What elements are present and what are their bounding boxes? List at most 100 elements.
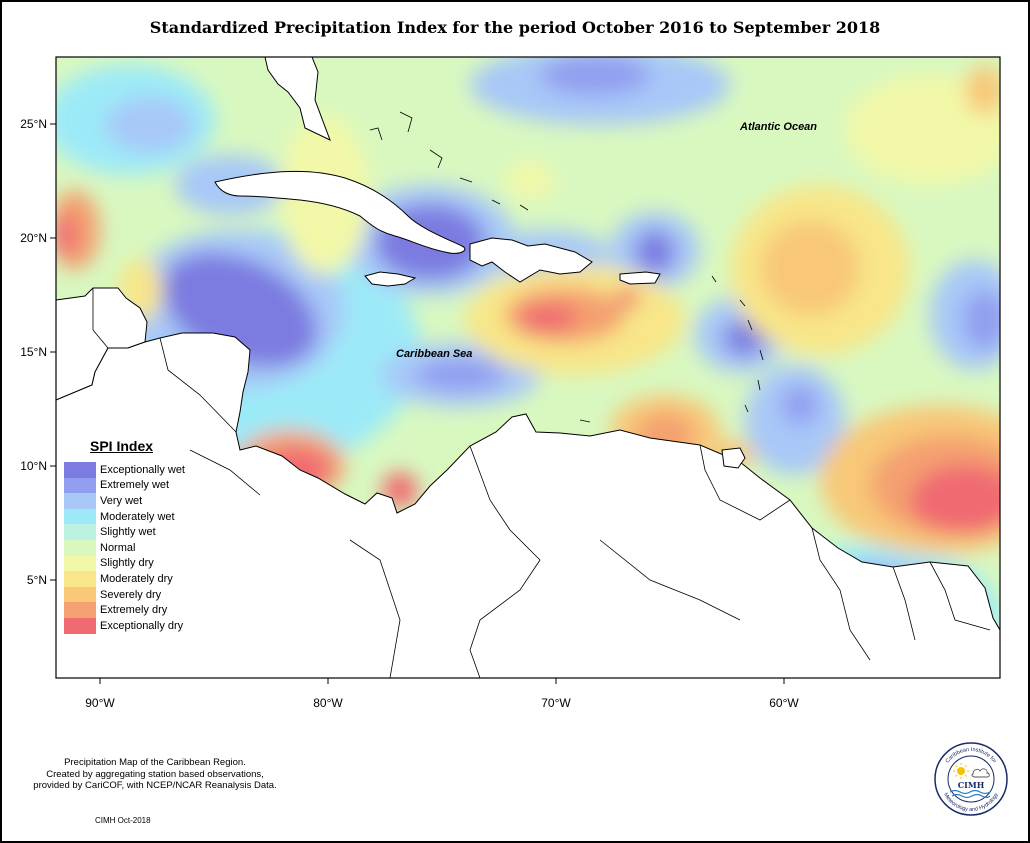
legend-item: Very wet [64,493,214,509]
dry-zone-bahamas [505,160,555,200]
wave-icon [949,789,991,795]
dry-zone-southeast-atlantic-core [910,465,1000,535]
legend-title: SPI Index [90,438,154,454]
wet-zone-gulf-core [105,97,195,153]
legend-label: Moderately wet [100,510,175,523]
legend-swatch [64,539,96,556]
island-anguilla [711,275,717,283]
land-puerto-rico [619,271,661,285]
caribbean-sea-label: Caribbean Sea [396,348,472,360]
legend-swatch [64,571,96,587]
legend-swatch [64,586,96,603]
caption-line: Created by aggregating station based obs… [46,768,264,780]
border-venezuela-guyana [699,444,791,521]
legend-item: Exceptionally wet [64,462,214,478]
wet-zone-windward-islands-core [782,385,818,425]
border-mexico-guatemala [92,288,109,349]
legend-item: Slightly dry [64,555,214,572]
legend-swatch [64,617,96,634]
legend-label: Exceptionally wet [100,463,185,476]
legend-label: Very wet [100,494,143,507]
island-bahamas-3 [429,149,443,169]
sun-rays-icon [953,763,969,779]
legend-item: Moderately wet [64,508,214,525]
legend-label: Exceptionally dry [100,619,184,632]
lat-label-25: 25°N [20,117,47,131]
island-bahamas-2 [399,111,413,133]
island-bahamas-4 [459,177,473,183]
border-suriname-guiana [892,566,916,641]
legend-label: Normal [100,541,136,554]
legend-swatch [64,524,96,540]
wet-zone-east-atlantic-core [963,290,1000,350]
atlantic-ocean-label: Atlantic Ocean [739,121,817,133]
sun-icon [957,767,965,775]
axis-ticks [50,123,785,684]
legend-item: Extremely wet [64,477,214,494]
land-central-south-america [56,332,1000,678]
map-caption: Precipitation Map of the Caribbean Regio… [10,757,300,792]
dry-zone-northeast-atlantic-core [965,65,1000,115]
island-guadeloupe [747,319,753,331]
border-honduras-nicaragua [159,337,237,433]
wet-zone-north-atlantic-core [540,57,650,95]
longitude-labels: 90°W 80°W 70°W 60°W [85,696,799,710]
map-border [55,56,1001,679]
spi-legend: SPI Index Exceptionally wet Extremely we… [64,438,214,634]
cloud-icon [971,768,990,778]
border-guiana-brazil [929,561,991,631]
legend-item: Normal [64,539,214,556]
lat-label-10: 10°N [20,459,47,473]
caption-line: Precipitation Map of the Caribbean Regio… [64,757,246,768]
wet-zone-central-caribbean-core [415,359,505,391]
border-colombia-venezuela [469,445,541,678]
island-antigua [739,299,746,307]
border-colombia-pacific [349,539,401,678]
land-cuba [214,170,466,254]
island-st-lucia [757,379,761,391]
lat-label-15: 15°N [20,345,47,359]
lon-label-60: 60°W [769,696,799,710]
lat-label-20: 20°N [20,231,47,245]
legend-item: Extremely dry [64,602,214,618]
cimh-logo: Caribbean Institute for Meteorology and … [934,742,1008,816]
logo-text: CIMH [958,780,985,790]
legend-label: Severely dry [100,588,162,601]
island-turks-caicos [491,199,501,205]
lat-label-5: 5°N [27,573,47,587]
legend-swatch [64,462,96,478]
legend-swatch [64,602,96,618]
border-central-america [189,449,261,496]
borders [92,288,991,678]
legend-item: Severely dry [64,586,214,603]
island-bahamas-1 [369,127,383,141]
border-guyana-suriname [811,527,871,661]
dry-zone-central-atlantic-core [760,220,860,316]
land-trinidad [721,447,746,469]
legend-label: Extremely wet [100,479,170,492]
lon-label-80: 80°W [313,696,343,710]
legend-item: Exceptionally dry [64,617,214,634]
islands [369,111,764,423]
island-turks-caicos-2 [519,204,529,211]
land [56,57,1000,678]
legend-swatch [64,508,96,525]
legend-swatch [64,493,96,509]
legend-label: Slightly wet [100,526,156,539]
legend-label: Extremely dry [100,604,168,617]
lon-label-90: 90°W [85,696,115,710]
legend-swatch [64,477,96,494]
wet-zone-puerto-rico-core [635,230,675,274]
land-hispaniola [469,237,593,283]
dry-zone-south-hispaniola-core [518,304,578,332]
legend-label: Slightly dry [100,557,154,570]
land-jamaica [364,271,417,287]
credit-text: CIMH Oct-2018 [95,816,151,825]
map-title: Standardized Precipitation Index for the… [149,18,881,37]
legend-items: Exceptionally wet Extremely wet Very wet… [64,462,214,634]
caption-line: provided by CariCOF, with NCEP/NCAR Rean… [33,780,277,791]
legend-swatch [64,555,96,572]
dry-zone-northeast-atlantic [845,75,1000,185]
wave-icon-2 [951,793,991,799]
